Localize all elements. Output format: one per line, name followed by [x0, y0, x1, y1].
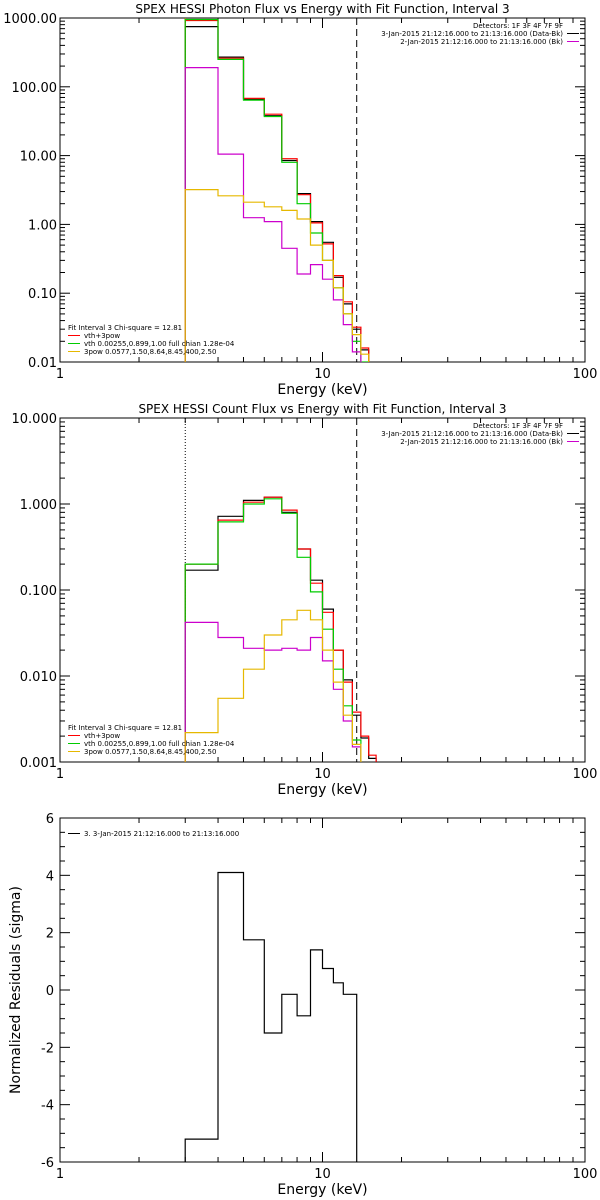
legend-text: 3pow 0.0577,1.50,8.64,8.45,400,2.50 — [84, 348, 216, 356]
y-tick-label: -4 — [41, 1099, 54, 1114]
plot-frame — [59, 817, 586, 1163]
y-tick-label: 4 — [46, 869, 54, 884]
legend-text: 3-Jan-2015 21:12:16.000 to 21:13:16.000 … — [381, 30, 563, 38]
legend-text: vth 0.00255,0.899,1.00 full chian 1.28e-… — [84, 740, 235, 748]
plot-panel: SPEX HESSI Count Flux vs Energy with Fit… — [12, 402, 598, 798]
x-tick-label: 100 — [573, 1167, 598, 1182]
y-tick-label: 0 — [46, 984, 54, 999]
chart-title: SPEX HESSI Count Flux vs Energy with Fit… — [138, 402, 506, 416]
legend-text: 3. 3-Jan-2015 21:12:16.000 to 21:13:16.0… — [84, 830, 239, 838]
y-tick-label: 100.00 — [12, 81, 58, 96]
legend-text: vth+3pow — [84, 732, 120, 740]
flux-series-4 — [184, 609, 362, 762]
y-tick-label: 0.001 — [20, 756, 57, 771]
y-tick-label: -6 — [41, 1156, 54, 1171]
flux-series-3 — [184, 66, 362, 362]
flux-series-1 — [184, 496, 377, 762]
legend-text: Fit Interval 3 Chi-square = 12.81 — [68, 724, 182, 732]
y-axis-label: Normalized Residuals (sigma) — [8, 886, 24, 1094]
y-tick-label: 6 — [46, 812, 54, 827]
y-tick-label: 1.000 — [20, 498, 57, 513]
y-tick-label: 0.100 — [20, 584, 57, 599]
y-tick-label: 1.00 — [28, 218, 57, 233]
x-tick-label: 1 — [56, 1167, 64, 1182]
flux-series-3 — [184, 621, 362, 762]
y-tick-label: 2 — [46, 927, 54, 942]
residual-series — [184, 871, 358, 1162]
y-tick-label: 0.01 — [28, 356, 57, 371]
y-tick-label: 0.10 — [28, 287, 57, 302]
legend-text: 2-Jan-2015 21:12:16.000 to 21:13:16.000 … — [400, 38, 563, 46]
flux-series-0 — [184, 496, 377, 762]
y-tick-label: 10.000 — [12, 412, 58, 427]
chart-title: SPEX HESSI Photon Flux vs Energy with Fi… — [135, 2, 509, 16]
x-tick-label: 10 — [314, 1167, 331, 1182]
flux-series-2 — [184, 18, 369, 362]
legend-text: 3-Jan-2015 21:12:16.000 to 21:13:16.000 … — [381, 430, 563, 438]
plot-panel: 1 10 100 Energy (keV) -6 -4 -2 0 2 4 6 Normalized R… — [8, 812, 597, 1198]
x-tick-label: 10 — [314, 367, 331, 382]
x-axis-label: Energy (keV) — [277, 382, 367, 398]
legend-text: Detectors: 1F 3F 4F 7F 9F — [473, 22, 563, 30]
legend-text: 2-Jan-2015 21:12:16.000 to 21:13:16.000 … — [400, 438, 563, 446]
legend-text: vth+3pow — [84, 332, 120, 340]
plot-panel: SPEX HESSI Photon Flux vs Energy with Fi… — [3, 2, 597, 398]
y-tick-label: 1000.00 — [3, 12, 57, 27]
flux-series-2 — [184, 498, 362, 762]
x-axis-label: Energy (keV) — [277, 782, 367, 798]
y-tick-label: 10.00 — [20, 150, 57, 165]
x-tick-label: 100 — [573, 767, 598, 782]
legend-text: 3pow 0.0577,1.50,8.64,8.45,400,2.50 — [84, 748, 216, 756]
x-tick-label: 1 — [56, 767, 64, 782]
x-axis-label: Energy (keV) — [277, 1182, 367, 1198]
x-tick-label: 10 — [314, 767, 331, 782]
plot-frame — [59, 17, 586, 363]
x-tick-label: 1 — [56, 367, 64, 382]
flux-series-1 — [184, 19, 370, 362]
flux-series-4 — [184, 189, 370, 362]
y-tick-label: 0.010 — [20, 670, 57, 685]
y-tick-label: -2 — [41, 1041, 54, 1056]
flux-series-0 — [184, 26, 370, 362]
legend-text: Detectors: 1F 3F 4F 7F 9F — [473, 422, 563, 430]
legend-text: vth 0.00255,0.899,1.00 full chian 1.28e-… — [84, 340, 235, 348]
legend-text: Fit Interval 3 Chi-square = 12.81 — [68, 324, 182, 332]
x-tick-label: 100 — [573, 367, 598, 382]
